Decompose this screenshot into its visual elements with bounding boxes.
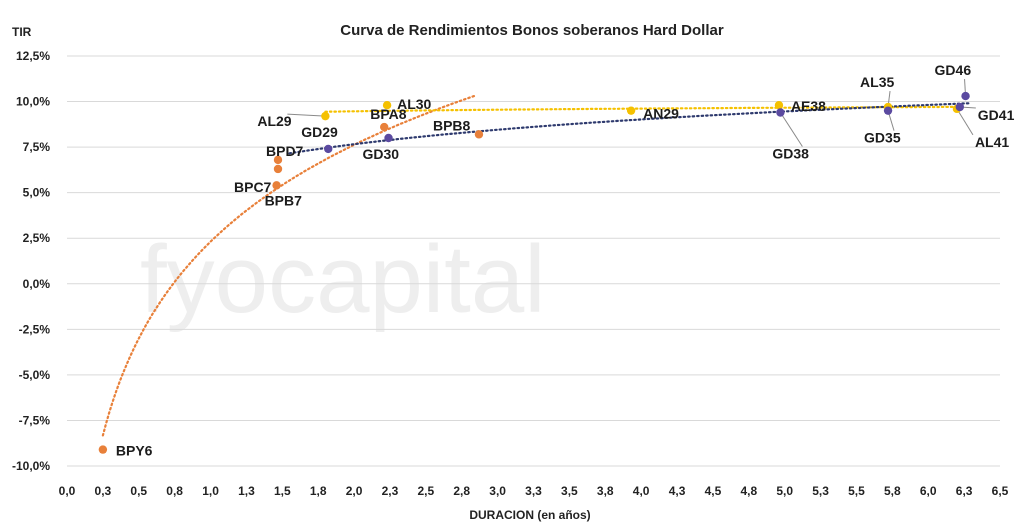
point-label-bpa8: BPA8 <box>370 106 407 122</box>
axes: 12,5% 10,0% 7,5% 5,0% 2,5% 0,0% -2,5% -5,0% -7,5… <box>12 49 1009 498</box>
trendline-series-1 <box>101 94 478 437</box>
point-label-gd41: GD41 <box>978 107 1015 123</box>
x-tick-label: 1,0 <box>202 484 219 498</box>
leader-line-al41 <box>956 108 974 136</box>
trendline-series-2 <box>324 105 966 113</box>
x-tick-label: 5,8 <box>884 484 901 498</box>
point-gd30 <box>384 133 393 143</box>
x-tick-label: 3,5 <box>561 484 578 498</box>
point-label-al30: AL30 <box>397 96 431 112</box>
point-label-bpb8: BPB8 <box>433 117 471 133</box>
trendline-series-3 <box>288 102 970 155</box>
x-tick-label: 2,8 <box>453 484 470 498</box>
point-al30 <box>382 101 392 110</box>
x-tick-label: 2,3 <box>382 484 399 498</box>
point-label-gd35: GD35 <box>864 130 901 146</box>
point-al29 <box>321 111 330 121</box>
point-gd35 <box>883 106 893 115</box>
x-tick-label: 4,5 <box>705 484 722 498</box>
x-tick-label: 5,5 <box>848 484 865 498</box>
y-tick-label: 12,5% <box>16 49 50 63</box>
x-tick-label: 5,0 <box>776 484 793 498</box>
watermark-text: fyocapital <box>140 226 546 333</box>
point-an29 <box>626 106 636 115</box>
y-tick-label: -10,0% <box>12 459 50 473</box>
data-points <box>98 91 970 454</box>
x-tick-label: 0,0 <box>59 484 76 498</box>
point-bpa8 <box>380 122 389 132</box>
point-label-bpb7: BPB7 <box>265 192 303 208</box>
point-label-bpc7: BPC7 <box>234 179 272 195</box>
point-gd38 <box>776 108 785 117</box>
point-label-gd30: GD30 <box>363 146 400 162</box>
x-tick-label: 1,8 <box>310 484 327 498</box>
x-tick-label: 2,5 <box>418 484 435 498</box>
point-label-gd46: GD46 <box>935 62 972 78</box>
point-label-ae38: AE38 <box>791 98 826 114</box>
point-label-al41: AL41 <box>975 134 1009 150</box>
x-tick-label: 1,3 <box>238 484 255 498</box>
x-tick-label: 6,5 <box>992 484 1009 498</box>
point-label-gd38: GD38 <box>772 145 809 161</box>
x-tick-label: 0,8 <box>166 484 183 498</box>
y-tick-label: -5,0% <box>19 368 51 382</box>
point-gd46 <box>961 91 970 101</box>
point-ae38 <box>774 101 784 110</box>
x-tick-label: 4,3 <box>669 484 686 498</box>
x-tick-label: 0,3 <box>95 484 112 498</box>
x-tick-label: 6,0 <box>920 484 937 498</box>
point-bpy6 <box>98 445 108 454</box>
x-tick-label: 0,5 <box>130 484 147 498</box>
point-bpc7 <box>273 164 283 174</box>
y-axis-title: TIR <box>12 25 32 39</box>
chart-title: Curva de Rendimientos Bonos soberanos Ha… <box>340 22 724 39</box>
point-gd29 <box>324 144 333 154</box>
gridlines <box>67 55 1000 467</box>
y-tick-label: 2,5% <box>23 231 51 245</box>
point-bpb7 <box>272 181 281 190</box>
x-tick-label: 3,3 <box>525 484 542 498</box>
y-tick-label: 5,0% <box>23 186 51 200</box>
point-label-bpd7: BPD7 <box>266 143 304 159</box>
point-label-an29: AN29 <box>643 106 679 122</box>
y-tick-label: 7,5% <box>23 140 51 154</box>
x-tick-label: 5,3 <box>812 484 829 498</box>
x-tick-label: 3,0 <box>489 484 506 498</box>
x-tick-label: 4,8 <box>740 484 757 498</box>
y-tick-label: 0,0% <box>23 277 51 291</box>
point-gd41 <box>955 102 965 112</box>
y-tick-label: -7,5% <box>19 413 51 427</box>
point-label-bpy6: BPY6 <box>116 443 153 459</box>
leader-line-gd38 <box>779 112 803 147</box>
leader-line-al29 <box>287 113 326 117</box>
point-label-al35: AL35 <box>860 74 894 90</box>
x-axis-title: DURACION (en años) <box>469 508 590 522</box>
y-tick-label: -2,5% <box>19 322 51 336</box>
x-tick-label: 6,3 <box>956 484 973 498</box>
x-tick-label: 1,5 <box>274 484 291 498</box>
point-bpb8 <box>474 130 484 139</box>
x-tick-label: 4,0 <box>633 484 650 498</box>
point-bpd7 <box>273 155 283 165</box>
x-tick-label: 3,8 <box>597 484 614 498</box>
trendlines <box>101 94 970 437</box>
watermark: fyocapital <box>140 226 546 333</box>
y-tick-label: 10,0% <box>16 95 50 109</box>
point-label-gd29: GD29 <box>301 124 338 140</box>
x-tick-label: 2,0 <box>346 484 363 498</box>
point-label-al29: AL29 <box>257 113 291 129</box>
